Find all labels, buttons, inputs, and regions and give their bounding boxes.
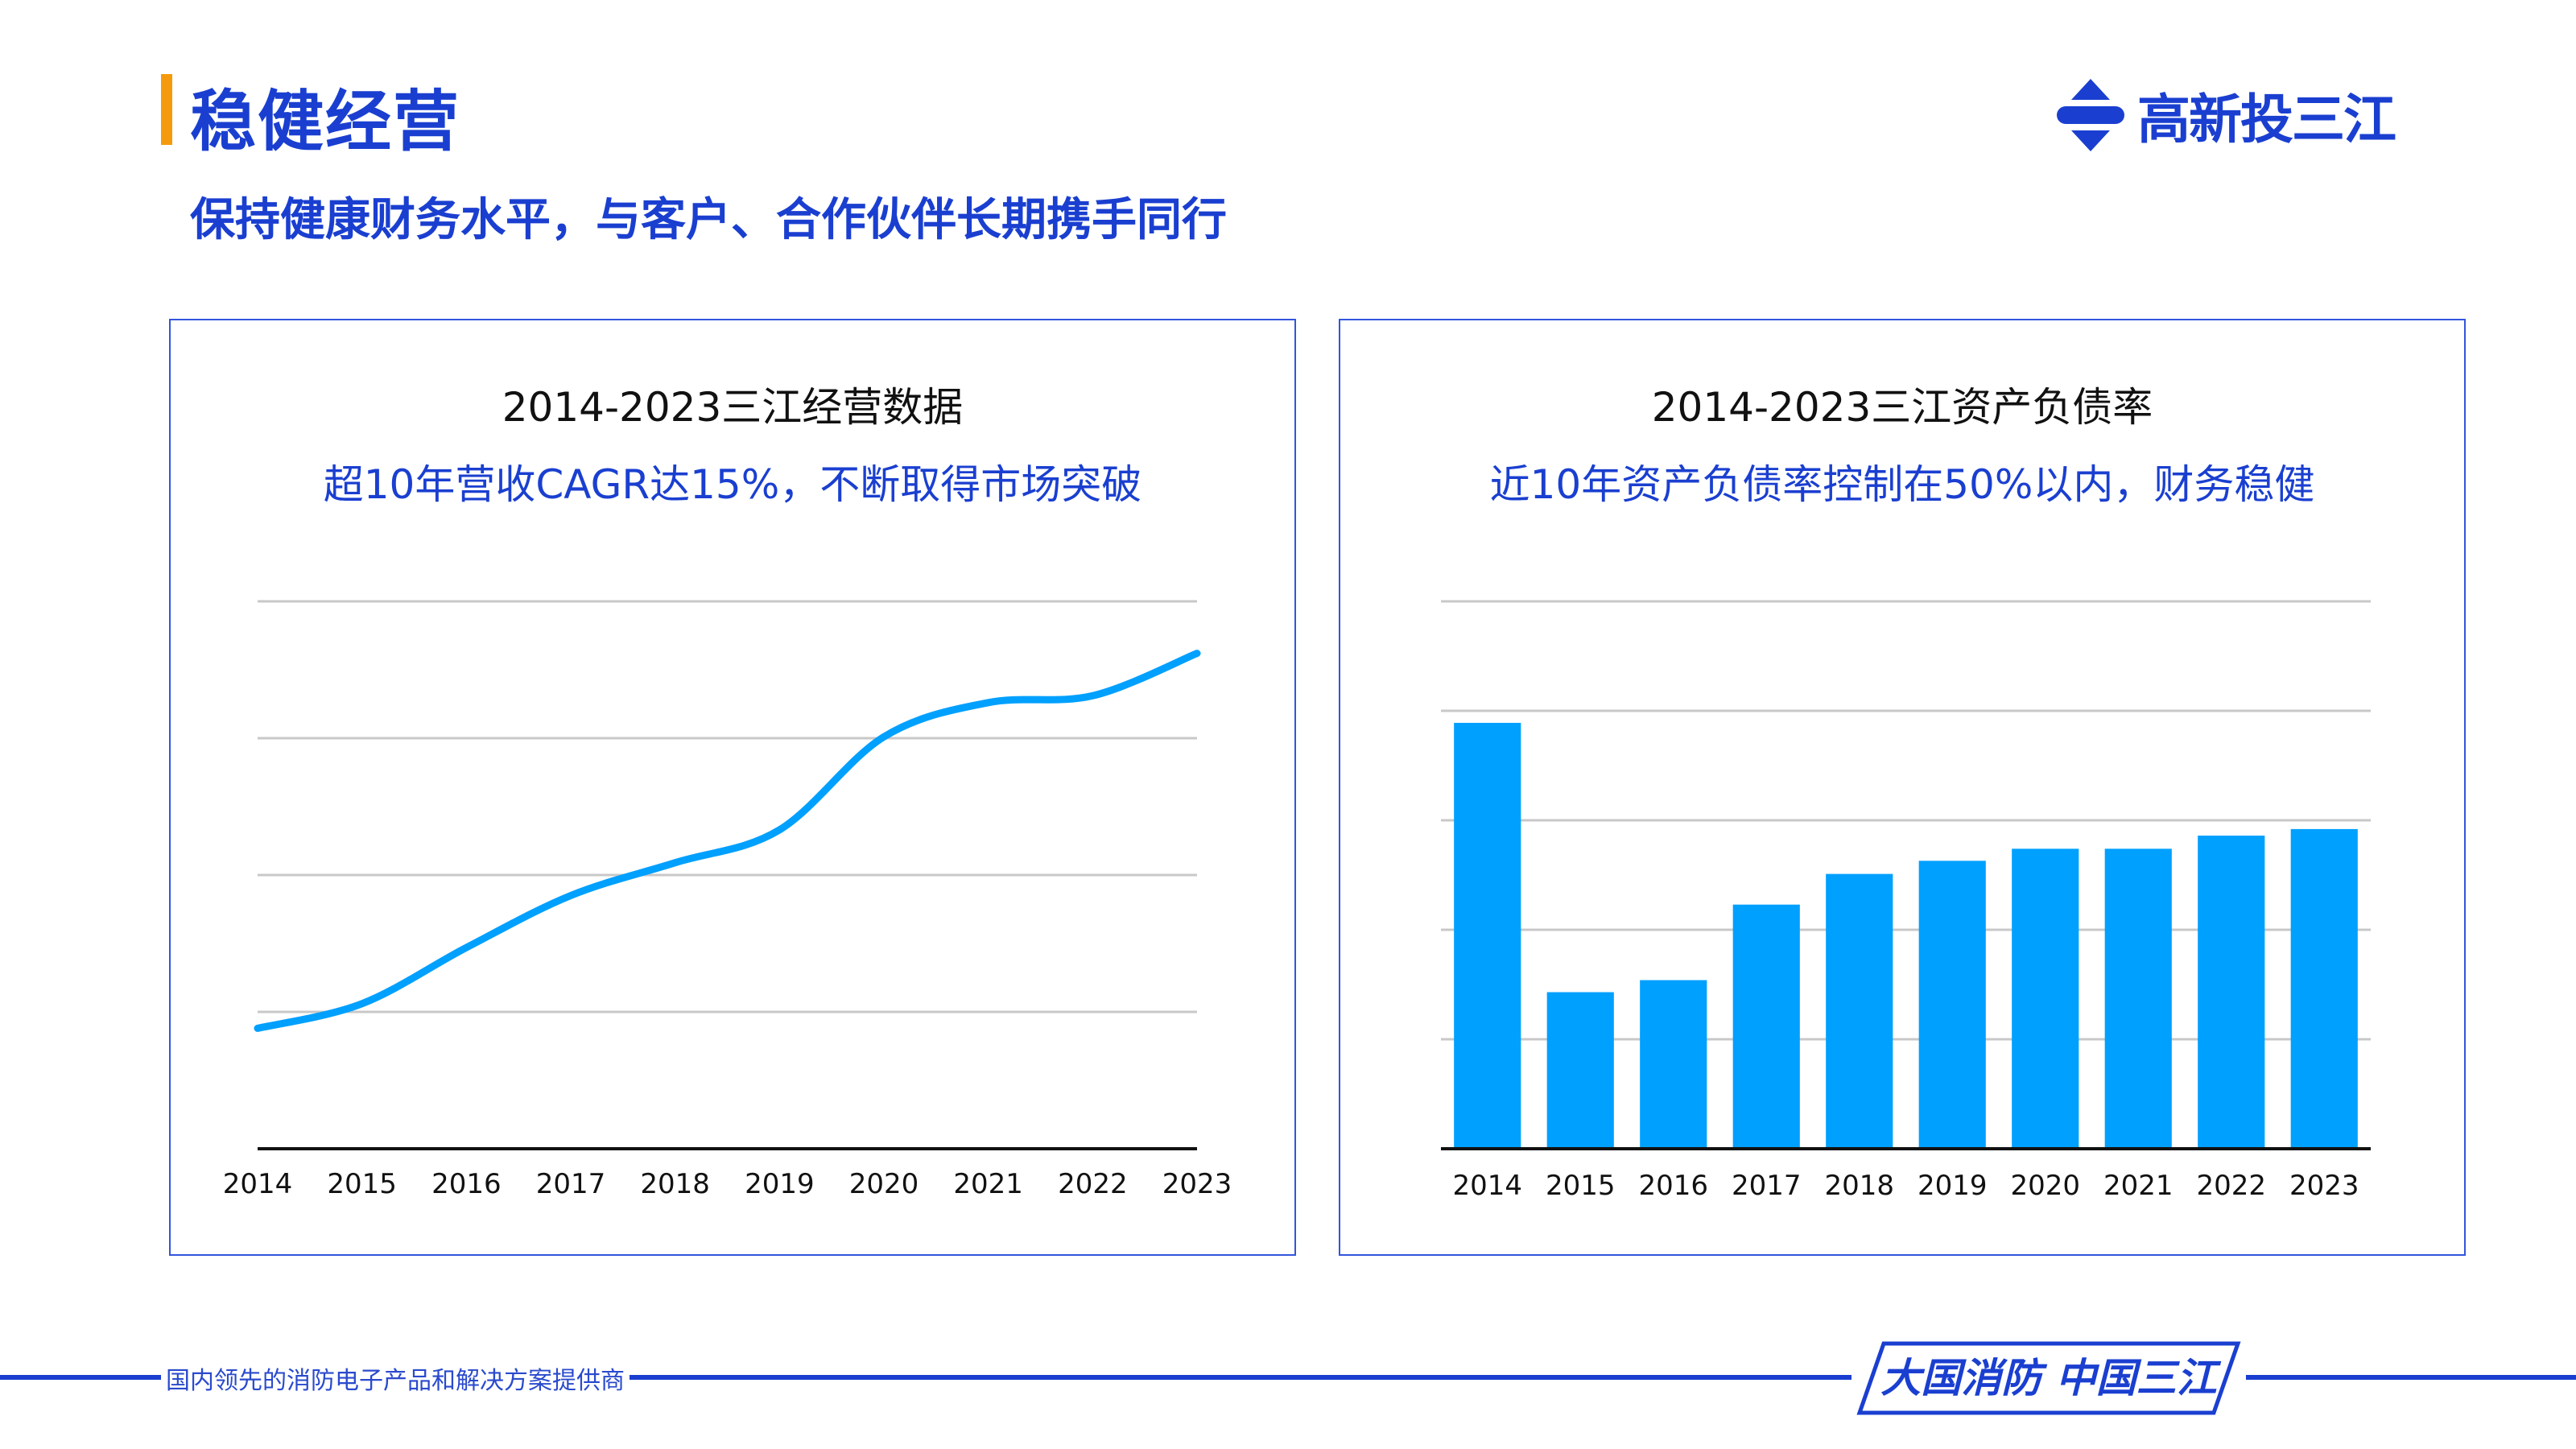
slogan-logo: 大国消防 中国三江 <box>1852 1341 2246 1415</box>
company-logo: 高新投三江 <box>2057 79 2396 151</box>
page-title: 稳健经营 <box>190 84 461 160</box>
footer-tagline: 国内领先的消防电子产品和解决方案提供商 <box>161 1360 630 1396</box>
revenue-panel: 2014-2023三江经营数据 超10年营收CAGR达15%，不断取得市场突破 <box>169 319 1296 1256</box>
logo-text: 高新投三江 <box>2137 89 2396 151</box>
panel-subtitle: 超10年营收CAGR达15%，不断取得市场突破 <box>323 461 1142 508</box>
logo-diamond-icon <box>2057 79 2124 151</box>
debt-ratio-panel: 2014-2023三江资产负债率 近10年资产负债率控制在50%以内，财务稳健 <box>1339 319 2466 1256</box>
title-accent-bar <box>161 74 172 145</box>
slogan-text: 大国消防 中国三江 <box>1880 1355 2221 1402</box>
panel-title: 2014-2023三江资产负债率 <box>1651 384 2153 431</box>
page-subtitle: 保持健康财务水平，与客户、合作伙伴长期携手同行 <box>190 194 1227 246</box>
panel-subtitle: 近10年资产负债率控制在50%以内，财务稳健 <box>1489 461 2315 508</box>
footer-line <box>0 1375 2576 1380</box>
panel-title: 2014-2023三江经营数据 <box>502 384 964 431</box>
